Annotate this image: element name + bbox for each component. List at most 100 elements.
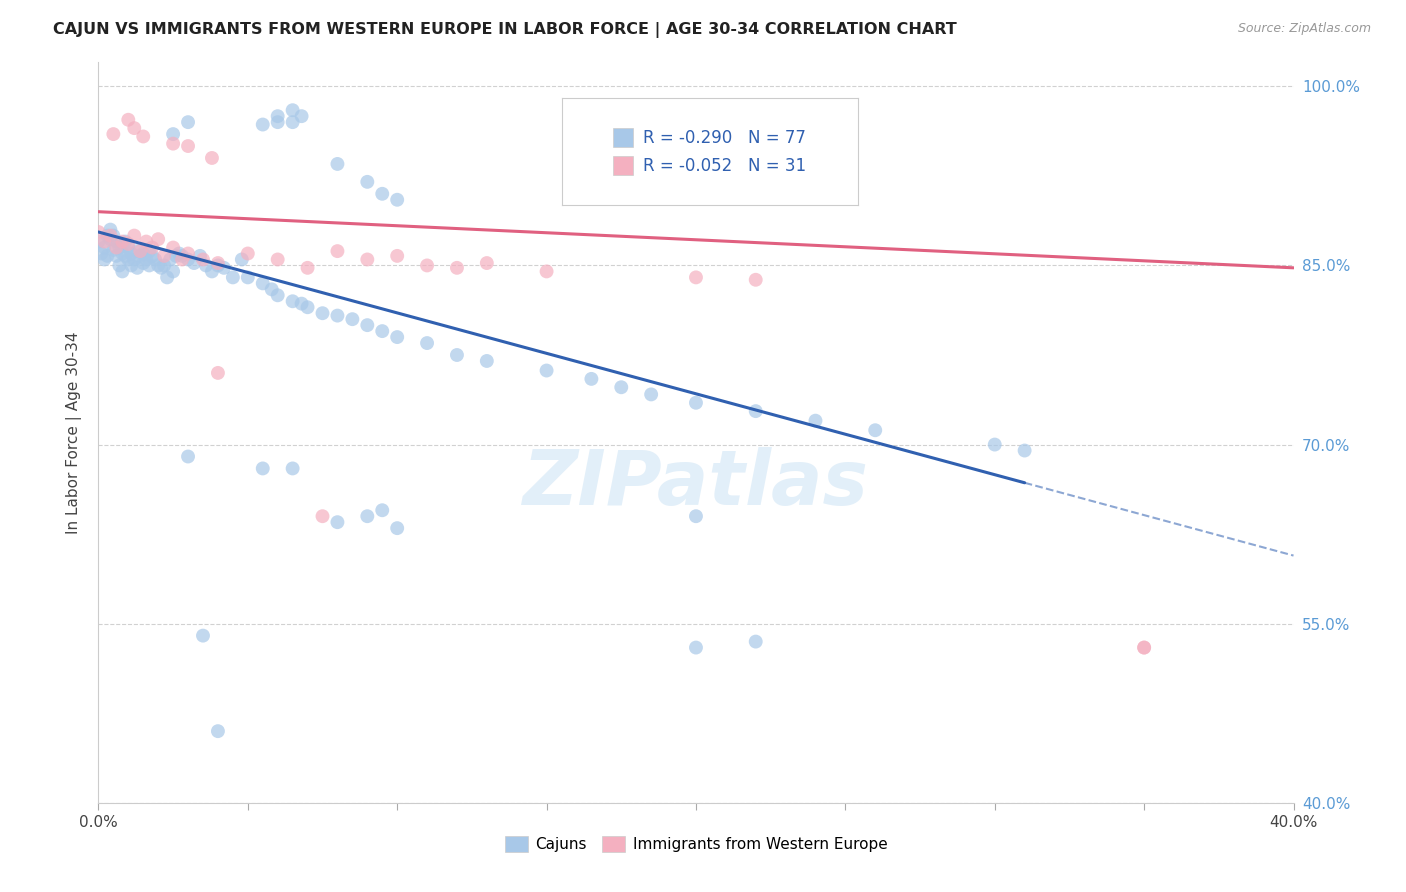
Point bbox=[685, 396, 707, 410]
Point bbox=[416, 259, 439, 273]
Point bbox=[297, 260, 319, 275]
Point bbox=[177, 139, 200, 153]
Point bbox=[111, 235, 134, 249]
Point bbox=[745, 404, 768, 418]
Point bbox=[291, 296, 314, 310]
Point bbox=[745, 273, 768, 287]
Point bbox=[177, 252, 200, 267]
Point bbox=[984, 437, 1007, 451]
Point bbox=[87, 235, 110, 249]
Point bbox=[385, 193, 409, 207]
Point bbox=[93, 252, 115, 267]
Point bbox=[153, 259, 176, 273]
Point bbox=[536, 264, 558, 278]
Point bbox=[1133, 640, 1156, 655]
Point bbox=[356, 509, 378, 524]
Point bbox=[201, 151, 224, 165]
Point bbox=[291, 109, 314, 123]
Point bbox=[141, 249, 163, 263]
Point bbox=[252, 277, 274, 291]
Point bbox=[446, 348, 468, 362]
Point bbox=[311, 306, 333, 320]
Point bbox=[108, 259, 131, 273]
Point bbox=[127, 260, 149, 275]
Point bbox=[207, 259, 229, 273]
Point bbox=[207, 366, 229, 380]
Point bbox=[162, 240, 184, 254]
Point bbox=[117, 112, 139, 127]
Point bbox=[172, 249, 194, 263]
Point bbox=[177, 246, 200, 260]
Point bbox=[132, 129, 155, 144]
Point bbox=[201, 264, 224, 278]
Point bbox=[135, 235, 157, 249]
Point bbox=[111, 246, 134, 260]
Point bbox=[267, 109, 290, 123]
Point bbox=[446, 260, 468, 275]
Point bbox=[148, 232, 170, 246]
Point bbox=[111, 264, 134, 278]
Text: ZIPatlas: ZIPatlas bbox=[523, 448, 869, 522]
Point bbox=[342, 312, 364, 326]
Point bbox=[536, 363, 558, 377]
Text: CAJUN VS IMMIGRANTS FROM WESTERN EUROPE IN LABOR FORCE | AGE 30-34 CORRELATION C: CAJUN VS IMMIGRANTS FROM WESTERN EUROPE … bbox=[53, 22, 957, 38]
Point bbox=[120, 259, 142, 273]
Point bbox=[685, 270, 707, 285]
Point bbox=[260, 282, 283, 296]
Point bbox=[475, 256, 498, 270]
Point bbox=[103, 127, 125, 141]
Point bbox=[129, 244, 152, 259]
Point bbox=[135, 252, 157, 267]
Legend: R = -0.290   N = 77, R = -0.052   N = 31: R = -0.290 N = 77, R = -0.052 N = 31 bbox=[607, 121, 813, 182]
Point bbox=[153, 249, 176, 263]
Point bbox=[177, 115, 200, 129]
Point bbox=[685, 640, 707, 655]
Point bbox=[207, 724, 229, 739]
Point bbox=[105, 249, 128, 263]
Point bbox=[326, 515, 349, 529]
Point bbox=[356, 252, 378, 267]
Point bbox=[98, 222, 122, 236]
Point bbox=[172, 252, 194, 267]
Point bbox=[475, 354, 498, 368]
Point bbox=[1133, 640, 1156, 655]
Point bbox=[93, 240, 115, 254]
Point bbox=[138, 259, 160, 273]
Text: Source: ZipAtlas.com: Source: ZipAtlas.com bbox=[1237, 22, 1371, 36]
Point bbox=[156, 270, 179, 285]
Point bbox=[117, 236, 139, 251]
Point bbox=[117, 240, 139, 254]
Point bbox=[183, 256, 205, 270]
Point bbox=[162, 264, 184, 278]
Point bbox=[103, 243, 125, 257]
Point bbox=[188, 249, 211, 263]
Point bbox=[93, 235, 115, 249]
Point bbox=[105, 235, 128, 249]
Point bbox=[105, 240, 128, 254]
Point bbox=[132, 256, 155, 270]
Point bbox=[385, 330, 409, 344]
Point bbox=[311, 509, 333, 524]
Point bbox=[281, 461, 304, 475]
Point bbox=[132, 246, 155, 260]
Point bbox=[222, 270, 245, 285]
Point bbox=[162, 136, 184, 151]
Point bbox=[267, 115, 290, 129]
Point bbox=[108, 240, 131, 254]
Point bbox=[371, 324, 394, 338]
Point bbox=[212, 260, 235, 275]
Point bbox=[167, 246, 190, 260]
Point bbox=[281, 294, 304, 309]
Point bbox=[124, 252, 146, 267]
Point bbox=[865, 423, 887, 437]
Point bbox=[162, 127, 184, 141]
Point bbox=[685, 509, 707, 524]
Point bbox=[416, 336, 439, 351]
Point bbox=[252, 461, 274, 475]
Point bbox=[96, 228, 118, 243]
Point bbox=[356, 318, 378, 333]
Point bbox=[124, 121, 146, 136]
Point bbox=[143, 252, 166, 267]
Point bbox=[745, 634, 768, 648]
Point bbox=[98, 228, 122, 243]
